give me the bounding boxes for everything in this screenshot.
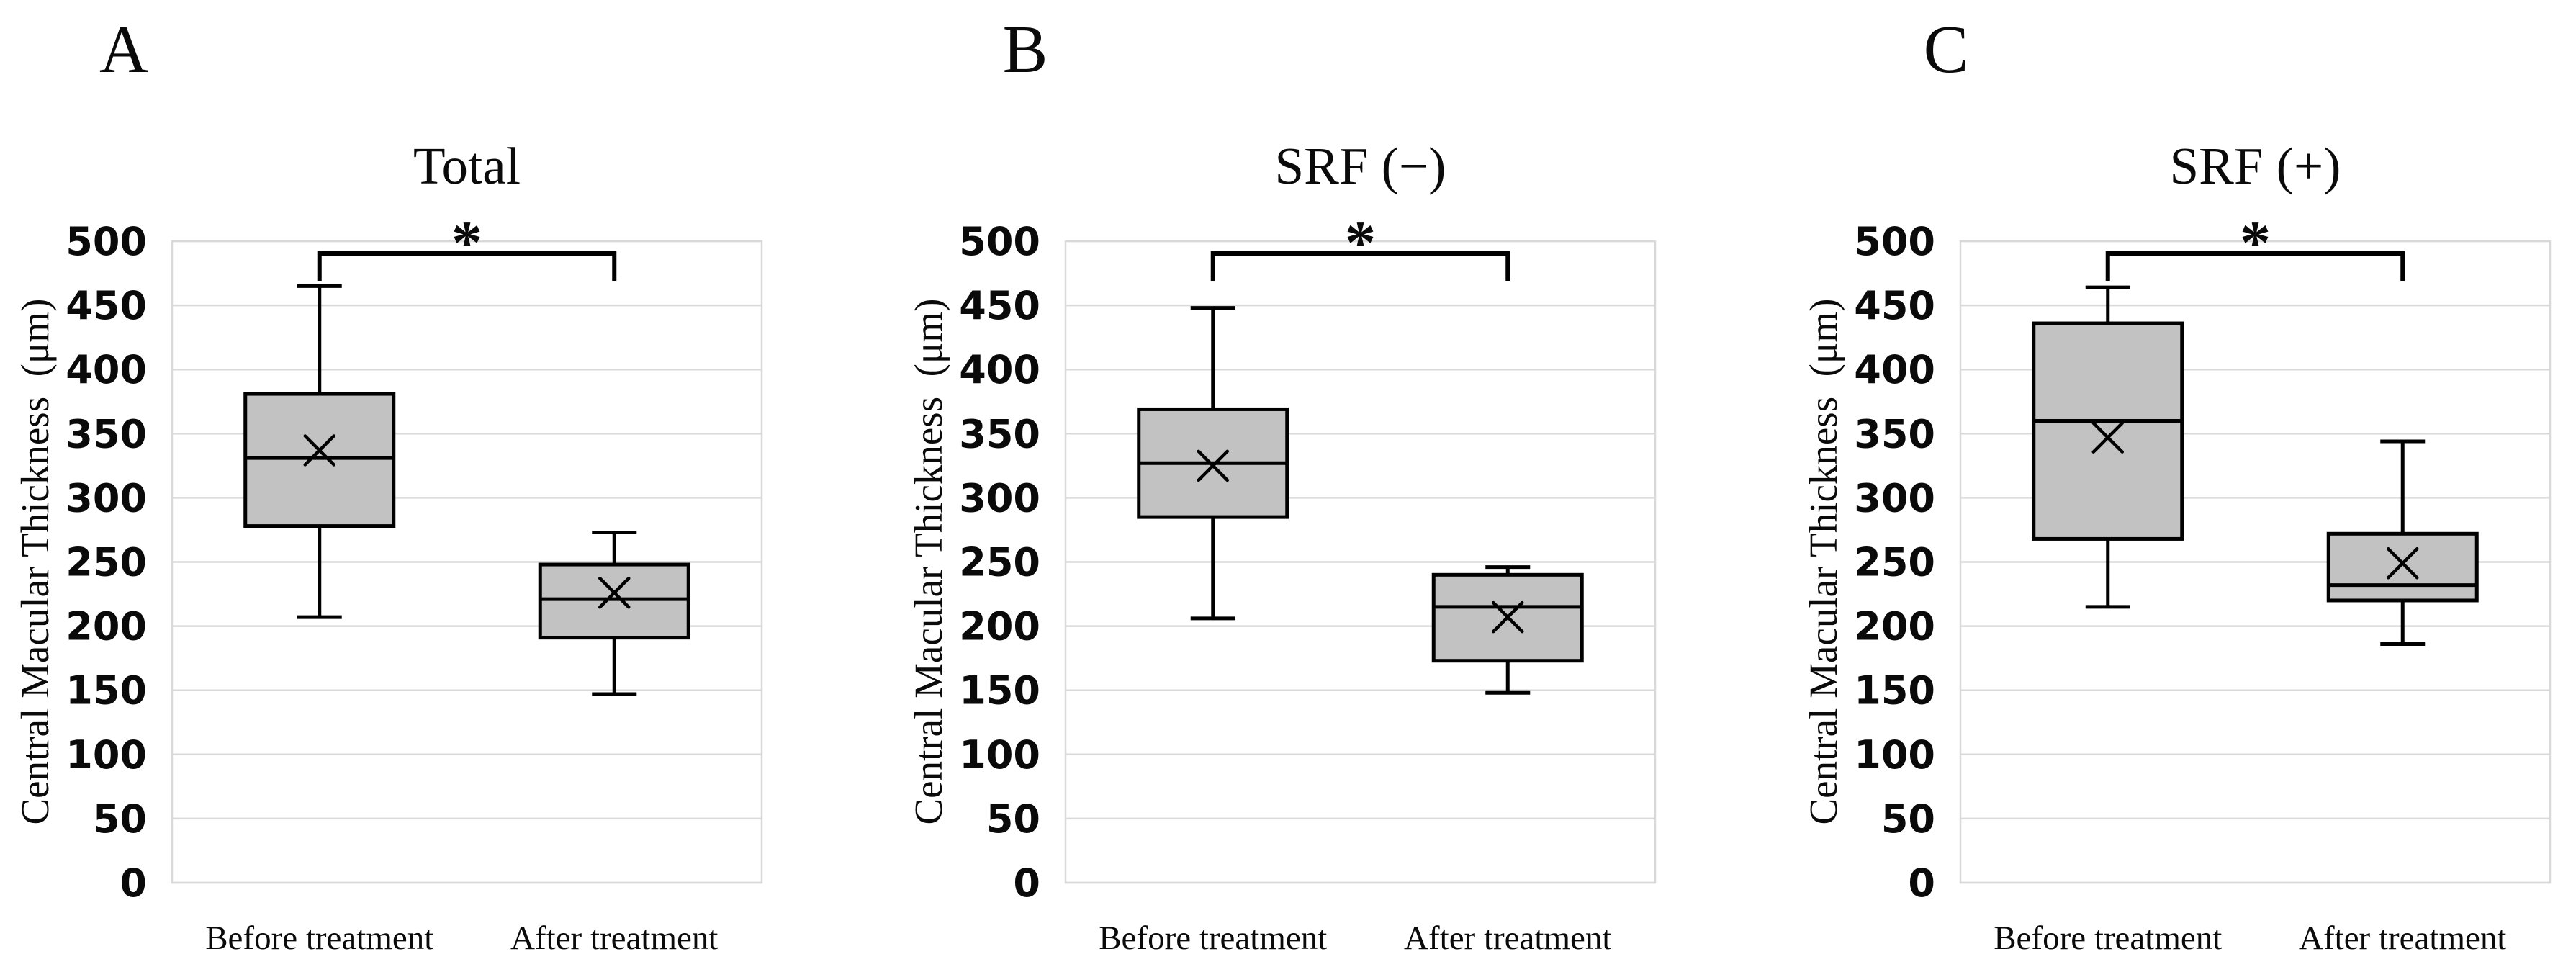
mean-marker	[1492, 600, 1524, 634]
y-tick-label: 350	[1854, 411, 1935, 456]
category-label: After treatment	[1404, 919, 1611, 957]
y-tick-label: 200	[66, 604, 147, 649]
mean-marker	[303, 434, 335, 467]
iqr-box-after-treatment	[2326, 531, 2479, 603]
significance-bracket	[1210, 251, 1510, 281]
significance-star: *	[2240, 208, 2271, 277]
y-tick-label: 300	[959, 475, 1040, 521]
significance-star: *	[451, 208, 482, 277]
y-tick-label: 50	[986, 796, 1040, 842]
panel-b: 0 50 100 150 200 250 300 350 400 450 500 Before tre…	[959, 208, 1657, 957]
y-tick-label: 0	[120, 860, 147, 906]
y-tick-label: 350	[959, 411, 1040, 456]
mean-marker	[1197, 449, 1229, 482]
y-tick-label: 300	[66, 475, 147, 521]
y-tick-label: 150	[1854, 668, 1935, 714]
y-axis-title: Central Macular Thickness (μm)	[13, 298, 57, 825]
category-label: After treatment	[510, 919, 718, 957]
y-tick-label: 250	[1854, 540, 1935, 585]
y-tick-label: 500	[959, 219, 1040, 264]
y-tick-label: 100	[66, 732, 147, 778]
y-tick-label: 400	[959, 347, 1040, 392]
mean-marker	[2387, 547, 2419, 580]
y-axis-title: Central Macular Thickness (μm)	[906, 298, 950, 825]
y-tick-label: 450	[66, 283, 147, 328]
y-tick-label: 50	[93, 796, 147, 842]
y-tick-label: 450	[1854, 283, 1935, 328]
y-tick-label: 100	[1854, 732, 1935, 778]
iqr-box-before-treatment	[2032, 321, 2184, 541]
panel-letter-a: A	[99, 12, 148, 87]
iqr-box-before-treatment	[243, 392, 396, 528]
category-label: Before treatment	[1994, 919, 2222, 957]
y-tick-label: 300	[1854, 475, 1935, 521]
y-tick-label: 500	[66, 219, 147, 264]
y-tick-label: 200	[959, 604, 1040, 649]
panel-a: 0 50 100 150 200 250 300 350 400 450 500 Before tre…	[66, 208, 763, 957]
y-tick-label: 150	[959, 668, 1040, 714]
y-tick-label: 0	[1013, 860, 1040, 906]
y-tick-label: 500	[1854, 219, 1935, 264]
y-tick-label: 100	[959, 732, 1040, 778]
y-tick-label: 350	[66, 411, 147, 456]
category-label: After treatment	[2299, 919, 2506, 957]
significance-star: *	[1345, 208, 1376, 277]
y-tick-label: 400	[1854, 347, 1935, 392]
panel-letter-c: C	[1923, 12, 1969, 87]
category-label: Before treatment	[1099, 919, 1327, 957]
panel-letter-b: B	[1002, 12, 1048, 87]
chart-title-total: Total	[413, 137, 521, 195]
iqr-box-after-treatment	[538, 562, 690, 640]
y-tick-label: 250	[66, 540, 147, 585]
y-tick-label: 0	[1908, 860, 1935, 906]
y-tick-label: 250	[959, 540, 1040, 585]
y-tick-label: 400	[66, 347, 147, 392]
significance-bracket	[317, 251, 617, 281]
chart-title-srf-negative: SRF (−)	[1274, 137, 1446, 195]
panel-c: 0 50 100 150 200 250 300 350 400 450 500 Before tre…	[1854, 208, 2552, 957]
chart-title-srf-positive: SRF (+)	[2169, 137, 2341, 195]
y-tick-label: 150	[66, 668, 147, 714]
y-tick-label: 450	[959, 283, 1040, 328]
y-tick-label: 50	[1881, 796, 1935, 842]
y-tick-label: 200	[1854, 604, 1935, 649]
mean-marker	[598, 577, 631, 609]
mean-marker	[2091, 421, 2124, 454]
category-label: Before treatment	[205, 919, 433, 957]
significance-bracket	[2105, 251, 2405, 281]
y-axis-title: Central Macular Thickness (μm)	[1801, 298, 1845, 825]
